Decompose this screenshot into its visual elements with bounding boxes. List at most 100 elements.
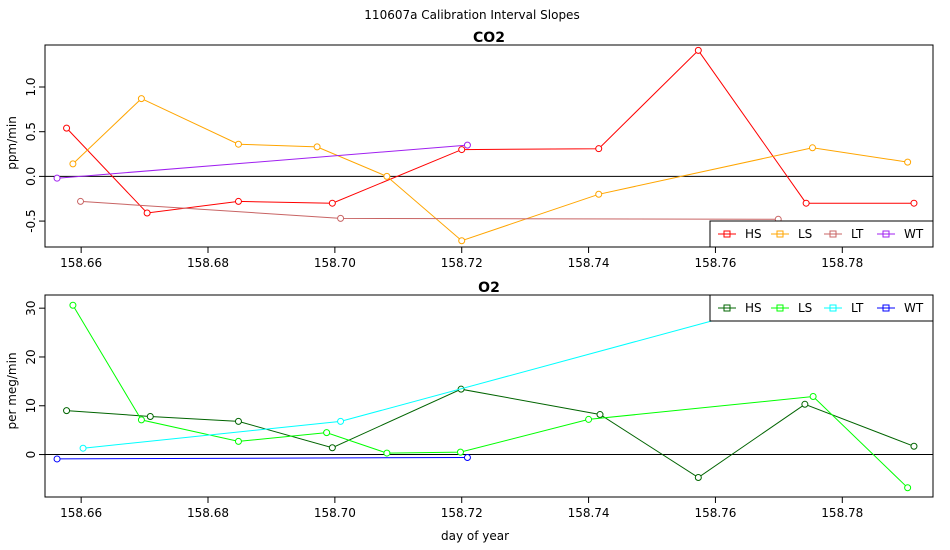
co2-plot-frame — [44, 44, 934, 248]
co2-ytick-label: 1.0 — [24, 77, 38, 96]
co2-point-ls — [458, 237, 466, 245]
o2-point-ls — [904, 484, 912, 492]
co2-xtick-label: 158.70 — [314, 256, 356, 270]
co2-point-hs — [143, 209, 151, 217]
co2-series-line-lt — [80, 200, 779, 220]
co2-legend: HS LS LT WT — [709, 220, 934, 248]
o2-series-group — [53, 288, 918, 492]
co2-legend-label-hs: HS — [745, 227, 762, 241]
co2-legend-swatch-marker — [723, 230, 731, 238]
co2-point-ls — [313, 143, 321, 151]
o2-point-ls — [809, 392, 817, 400]
o2-ylabel: per meg/min — [5, 352, 19, 429]
o2-ytick-label: 20 — [24, 349, 38, 364]
o2-xtick-label: 158.70 — [314, 506, 356, 520]
o2-legend-swatch-marker — [882, 304, 890, 312]
o2-legend-swatch-marker — [829, 304, 837, 312]
o2-xtick-label: 158.66 — [60, 506, 102, 520]
o2-point-hs — [910, 442, 918, 450]
o2-title: O2 — [478, 280, 500, 296]
co2-point-lt — [77, 197, 85, 205]
co2-xtick-label: 158.74 — [568, 256, 610, 270]
o2-legend-label-hs: HS — [745, 301, 762, 315]
co2-point-ls — [383, 172, 391, 180]
o2-point-ls — [585, 415, 593, 423]
o2-legend-swatch-marker — [723, 304, 731, 312]
o2-xlabel: day of year — [441, 529, 509, 543]
o2-xtick-label: 158.78 — [821, 506, 863, 520]
co2-point-hs — [595, 145, 603, 153]
co2-title: CO2 — [473, 30, 505, 46]
co2-point-ls — [595, 190, 603, 198]
panel-co2: CO2 ppm/min 158.66 158.68 158.70 158.72 158.… — [5, 30, 934, 270]
o2-series-line-wt — [57, 457, 468, 460]
co2-ytick-label: 0.0 — [24, 167, 38, 186]
co2-legend-label-lt: LT — [851, 227, 864, 241]
co2-legend-box — [709, 220, 934, 248]
co2-point-hs — [328, 199, 336, 207]
co2-point-ls — [808, 144, 816, 152]
o2-point-hs — [234, 417, 242, 425]
o2-legend-swatch-marker — [776, 304, 784, 312]
o2-ytick-label: 10 — [24, 398, 38, 413]
o2-point-hs — [63, 407, 71, 415]
co2-point-hs — [234, 197, 242, 205]
o2-xtick-label: 158.72 — [441, 506, 483, 520]
o2-point-ls — [69, 301, 77, 309]
co2-legend-swatch-marker — [882, 230, 890, 238]
o2-legend-box — [709, 294, 934, 322]
co2-ylabel: ppm/min — [5, 116, 19, 170]
o2-point-hs — [694, 473, 702, 481]
co2-legend-swatch-marker — [776, 230, 784, 238]
co2-xtick-label: 158.72 — [441, 256, 483, 270]
o2-point-wt — [53, 455, 61, 463]
o2-point-ls — [383, 449, 391, 457]
co2-point-hs — [802, 199, 810, 207]
co2-point-hs — [694, 46, 702, 54]
co2-point-lt — [337, 214, 345, 222]
panel-o2: O2 per meg/min day of year 158.66 158.68 1… — [5, 280, 934, 543]
o2-series-line-hs — [66, 388, 915, 479]
co2-series-line-hs — [66, 49, 914, 214]
o2-point-hs — [146, 412, 154, 420]
co2-xtick-label: 158.66 — [60, 256, 102, 270]
co2-point-wt — [53, 174, 61, 182]
o2-point-hs — [328, 444, 336, 452]
o2-legend-label-lt: LT — [851, 301, 864, 315]
o2-point-ls — [323, 429, 331, 437]
figure-suptitle: 110607a Calibration Interval Slopes — [364, 8, 579, 22]
o2-xtick-label: 158.68 — [187, 506, 229, 520]
co2-point-wt — [463, 141, 471, 149]
o2-point-lt — [819, 288, 825, 294]
co2-point-ls — [69, 160, 77, 168]
o2-plot-frame — [44, 294, 934, 498]
o2-point-lt — [337, 417, 345, 425]
co2-point-ls — [904, 158, 912, 166]
co2-series-group — [53, 46, 918, 245]
co2-legend-label-ls: LS — [798, 227, 812, 241]
co2-point-hs — [910, 199, 918, 207]
co2-ytick-label: -0.5 — [24, 209, 38, 232]
o2-point-hs — [596, 411, 604, 419]
o2-legend: HS LS LT WT — [709, 294, 934, 322]
co2-legend-swatch-marker — [829, 230, 837, 238]
o2-xtick-label: 158.74 — [568, 506, 610, 520]
co2-legend-label-wt: WT — [904, 227, 924, 241]
co2-point-ls — [234, 140, 242, 148]
o2-point-hs — [801, 400, 809, 408]
co2-plot: 158.66 158.68 158.70 158.72 158.74 158.76 158.… — [24, 44, 934, 270]
o2-plot: 158.66 158.68 158.70 158.72 158.74 158.76 158.… — [24, 288, 934, 520]
o2-ytick-label: 30 — [24, 301, 38, 316]
o2-point-ls — [137, 416, 145, 424]
o2-legend-label-wt: WT — [904, 301, 924, 315]
o2-legend-label-ls: LS — [798, 301, 812, 315]
co2-point-hs — [458, 146, 466, 154]
co2-xtick-label: 158.78 — [821, 256, 863, 270]
co2-point-hs — [63, 124, 71, 132]
o2-point-wt — [463, 453, 471, 461]
co2-series-line-wt — [57, 144, 468, 179]
o2-ytick-label: 0 — [24, 451, 38, 459]
co2-xtick-label: 158.76 — [694, 256, 736, 270]
o2-series-line-ls — [72, 304, 908, 489]
